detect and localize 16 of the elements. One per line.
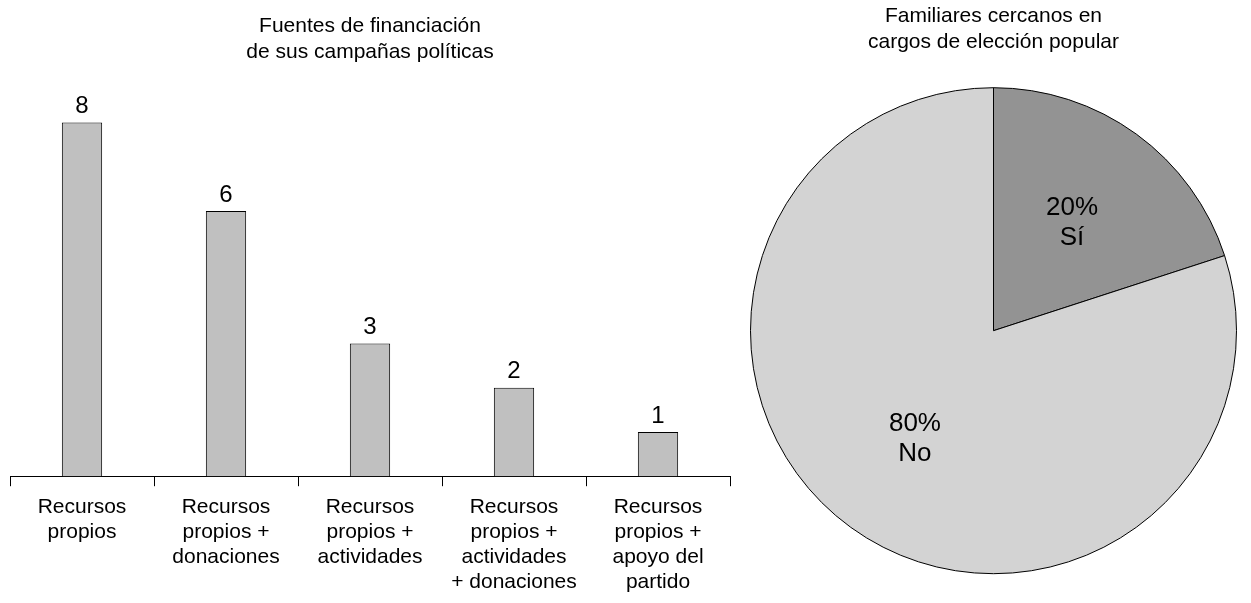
data-label: 1 — [651, 400, 665, 428]
data-label: 80% — [888, 407, 941, 437]
data-label: 6 — [219, 179, 233, 207]
x-tick-label: Recursos propios — [37, 493, 127, 542]
data-label: 20% — [1046, 190, 1099, 221]
x-tick-label: Recursos propios + actividades + donaciones — [451, 493, 577, 593]
x-tick-label: Recursos propios + apoyo del partido — [612, 493, 704, 593]
data-label: 2 — [507, 356, 521, 384]
x-tick-label: Recursos propios + donaciones — [172, 493, 280, 567]
x-tick-label: Recursos propios + actividades — [317, 493, 423, 567]
slice-label: Sí — [1059, 220, 1086, 251]
slice-label: No — [898, 437, 932, 467]
chart-title: Fuentes de financiación de sus campañas políticas — [246, 13, 494, 62]
data-label: 3 — [363, 312, 377, 340]
data-label: 8 — [75, 91, 89, 119]
chart-title: Familiares cercanos en cargos de elección popular — [868, 3, 1119, 52]
